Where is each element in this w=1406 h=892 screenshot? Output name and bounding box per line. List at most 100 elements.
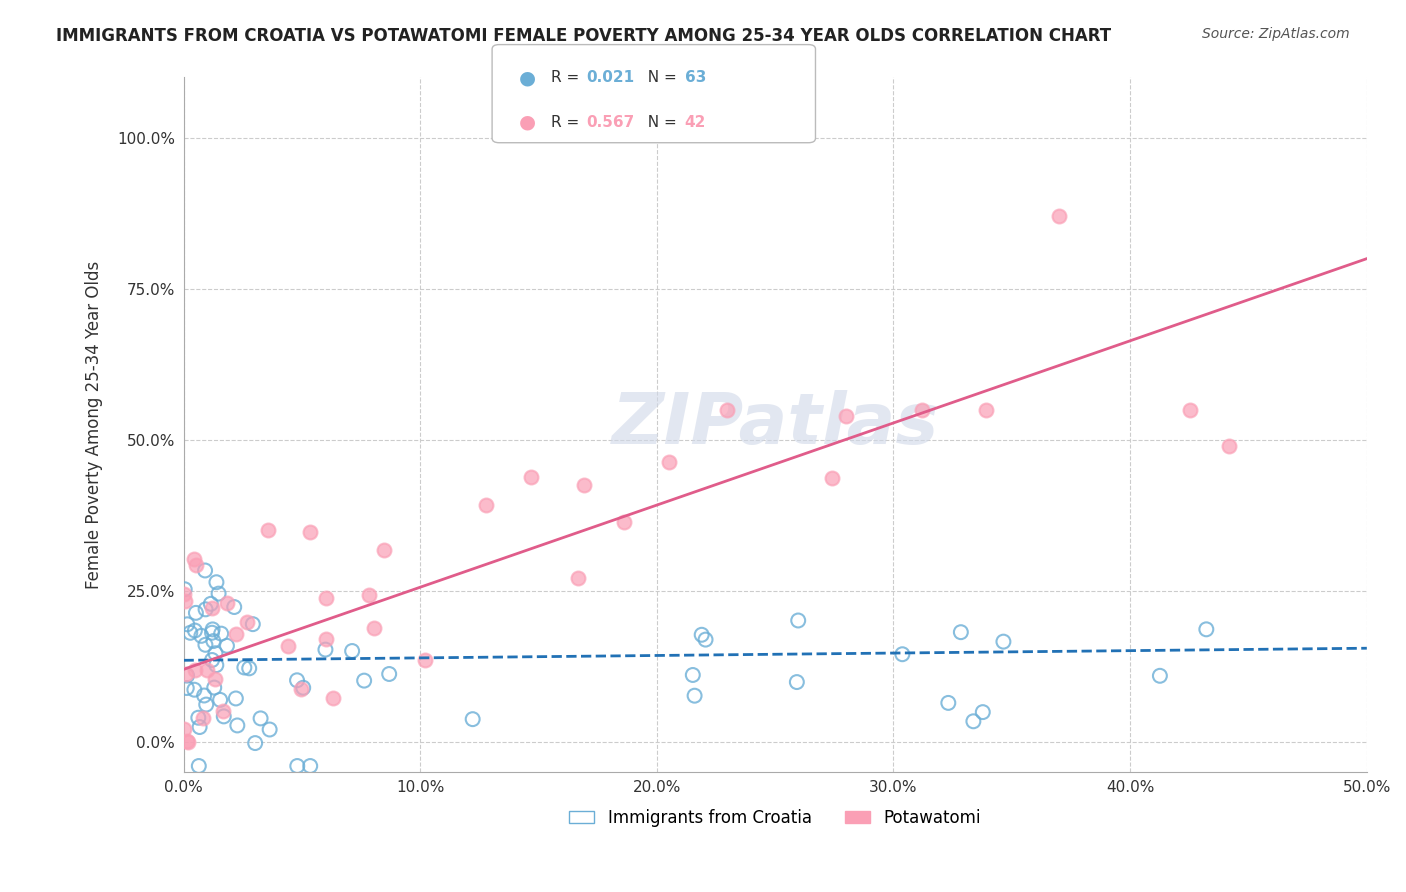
Point (363, 621, 385, 635)
Point (461, 712, 484, 726)
Point (1218, 439, 1240, 453)
Point (786, 675, 808, 690)
Point (207, 586, 229, 600)
Point (835, 409, 858, 423)
Point (1178, 402, 1201, 417)
Point (292, 681, 315, 695)
Point (174, 667, 197, 681)
Point (277, 639, 299, 653)
Point (177, 735, 200, 749)
Point (993, 634, 1015, 648)
Point (567, 571, 589, 585)
Point (911, 402, 934, 417)
Point (962, 714, 984, 729)
Point (201, 601, 224, 615)
Point (201, 623, 224, 637)
Point (259, 723, 281, 737)
Point (191, 710, 214, 724)
Point (184, 663, 207, 677)
Point (572, 478, 595, 492)
Text: N =: N = (638, 70, 682, 85)
Point (173, 586, 195, 600)
Point (357, 588, 380, 602)
Point (188, 720, 211, 734)
Point (202, 634, 225, 648)
Point (233, 660, 256, 674)
Point (658, 455, 681, 469)
Point (194, 638, 217, 652)
Point (173, 582, 195, 597)
Text: ZIPatlas: ZIPatlas (612, 390, 939, 459)
Text: N =: N = (638, 115, 682, 129)
Point (285, 759, 308, 773)
Point (974, 402, 997, 417)
Point (195, 698, 218, 712)
Point (194, 564, 217, 578)
Point (1195, 623, 1218, 637)
Text: Source: ZipAtlas.com: Source: ZipAtlas.com (1202, 27, 1350, 41)
Point (298, 524, 321, 539)
Point (257, 523, 280, 537)
Point (201, 653, 224, 667)
Point (224, 600, 246, 615)
Point (682, 668, 704, 682)
Point (315, 632, 337, 647)
Point (202, 681, 225, 695)
Point (195, 663, 218, 677)
Point (225, 691, 247, 706)
Text: IMMIGRANTS FROM CROATIA VS POTAWATOMI FEMALE POVERTY AMONG 25-34 YEAR OLDS CORRE: IMMIGRANTS FROM CROATIA VS POTAWATOMI FE… (56, 27, 1111, 45)
Point (190, 629, 212, 643)
Point (683, 689, 706, 703)
Point (290, 681, 312, 696)
Text: 63: 63 (685, 70, 706, 85)
Point (187, 711, 209, 725)
Text: R =: R = (551, 70, 585, 85)
Point (936, 696, 959, 710)
Point (243, 736, 266, 750)
Point (475, 498, 498, 512)
Point (340, 644, 363, 658)
Point (209, 626, 232, 640)
Point (205, 658, 228, 673)
Point (205, 575, 228, 590)
Point (242, 617, 264, 632)
Point (373, 542, 395, 557)
Text: 42: 42 (685, 115, 706, 129)
Point (176, 734, 198, 748)
Point (201, 625, 224, 640)
Point (520, 469, 543, 483)
Point (949, 625, 972, 640)
Point (176, 617, 198, 632)
Point (249, 711, 271, 725)
Point (215, 639, 238, 653)
Point (209, 693, 232, 707)
Point (186, 558, 208, 572)
Text: ●: ● (519, 68, 536, 87)
Point (716, 402, 738, 417)
Point (217, 596, 239, 610)
Point (176, 681, 198, 695)
Text: R =: R = (551, 115, 585, 129)
Point (285, 673, 308, 688)
Point (204, 672, 226, 686)
Point (183, 552, 205, 566)
Point (695, 632, 717, 647)
Point (187, 759, 209, 773)
Point (821, 470, 844, 484)
Point (690, 628, 713, 642)
Point (184, 624, 207, 638)
Text: 0.021: 0.021 (586, 70, 634, 85)
Point (184, 606, 207, 620)
Text: ●: ● (519, 112, 536, 132)
Point (212, 709, 235, 723)
Point (972, 705, 994, 719)
Point (226, 718, 249, 732)
Point (1149, 669, 1171, 683)
Point (891, 647, 914, 661)
Point (194, 602, 217, 616)
Text: 0.567: 0.567 (586, 115, 634, 129)
Point (1047, 210, 1070, 224)
Point (613, 515, 636, 529)
Point (238, 661, 260, 675)
Point (322, 691, 344, 706)
